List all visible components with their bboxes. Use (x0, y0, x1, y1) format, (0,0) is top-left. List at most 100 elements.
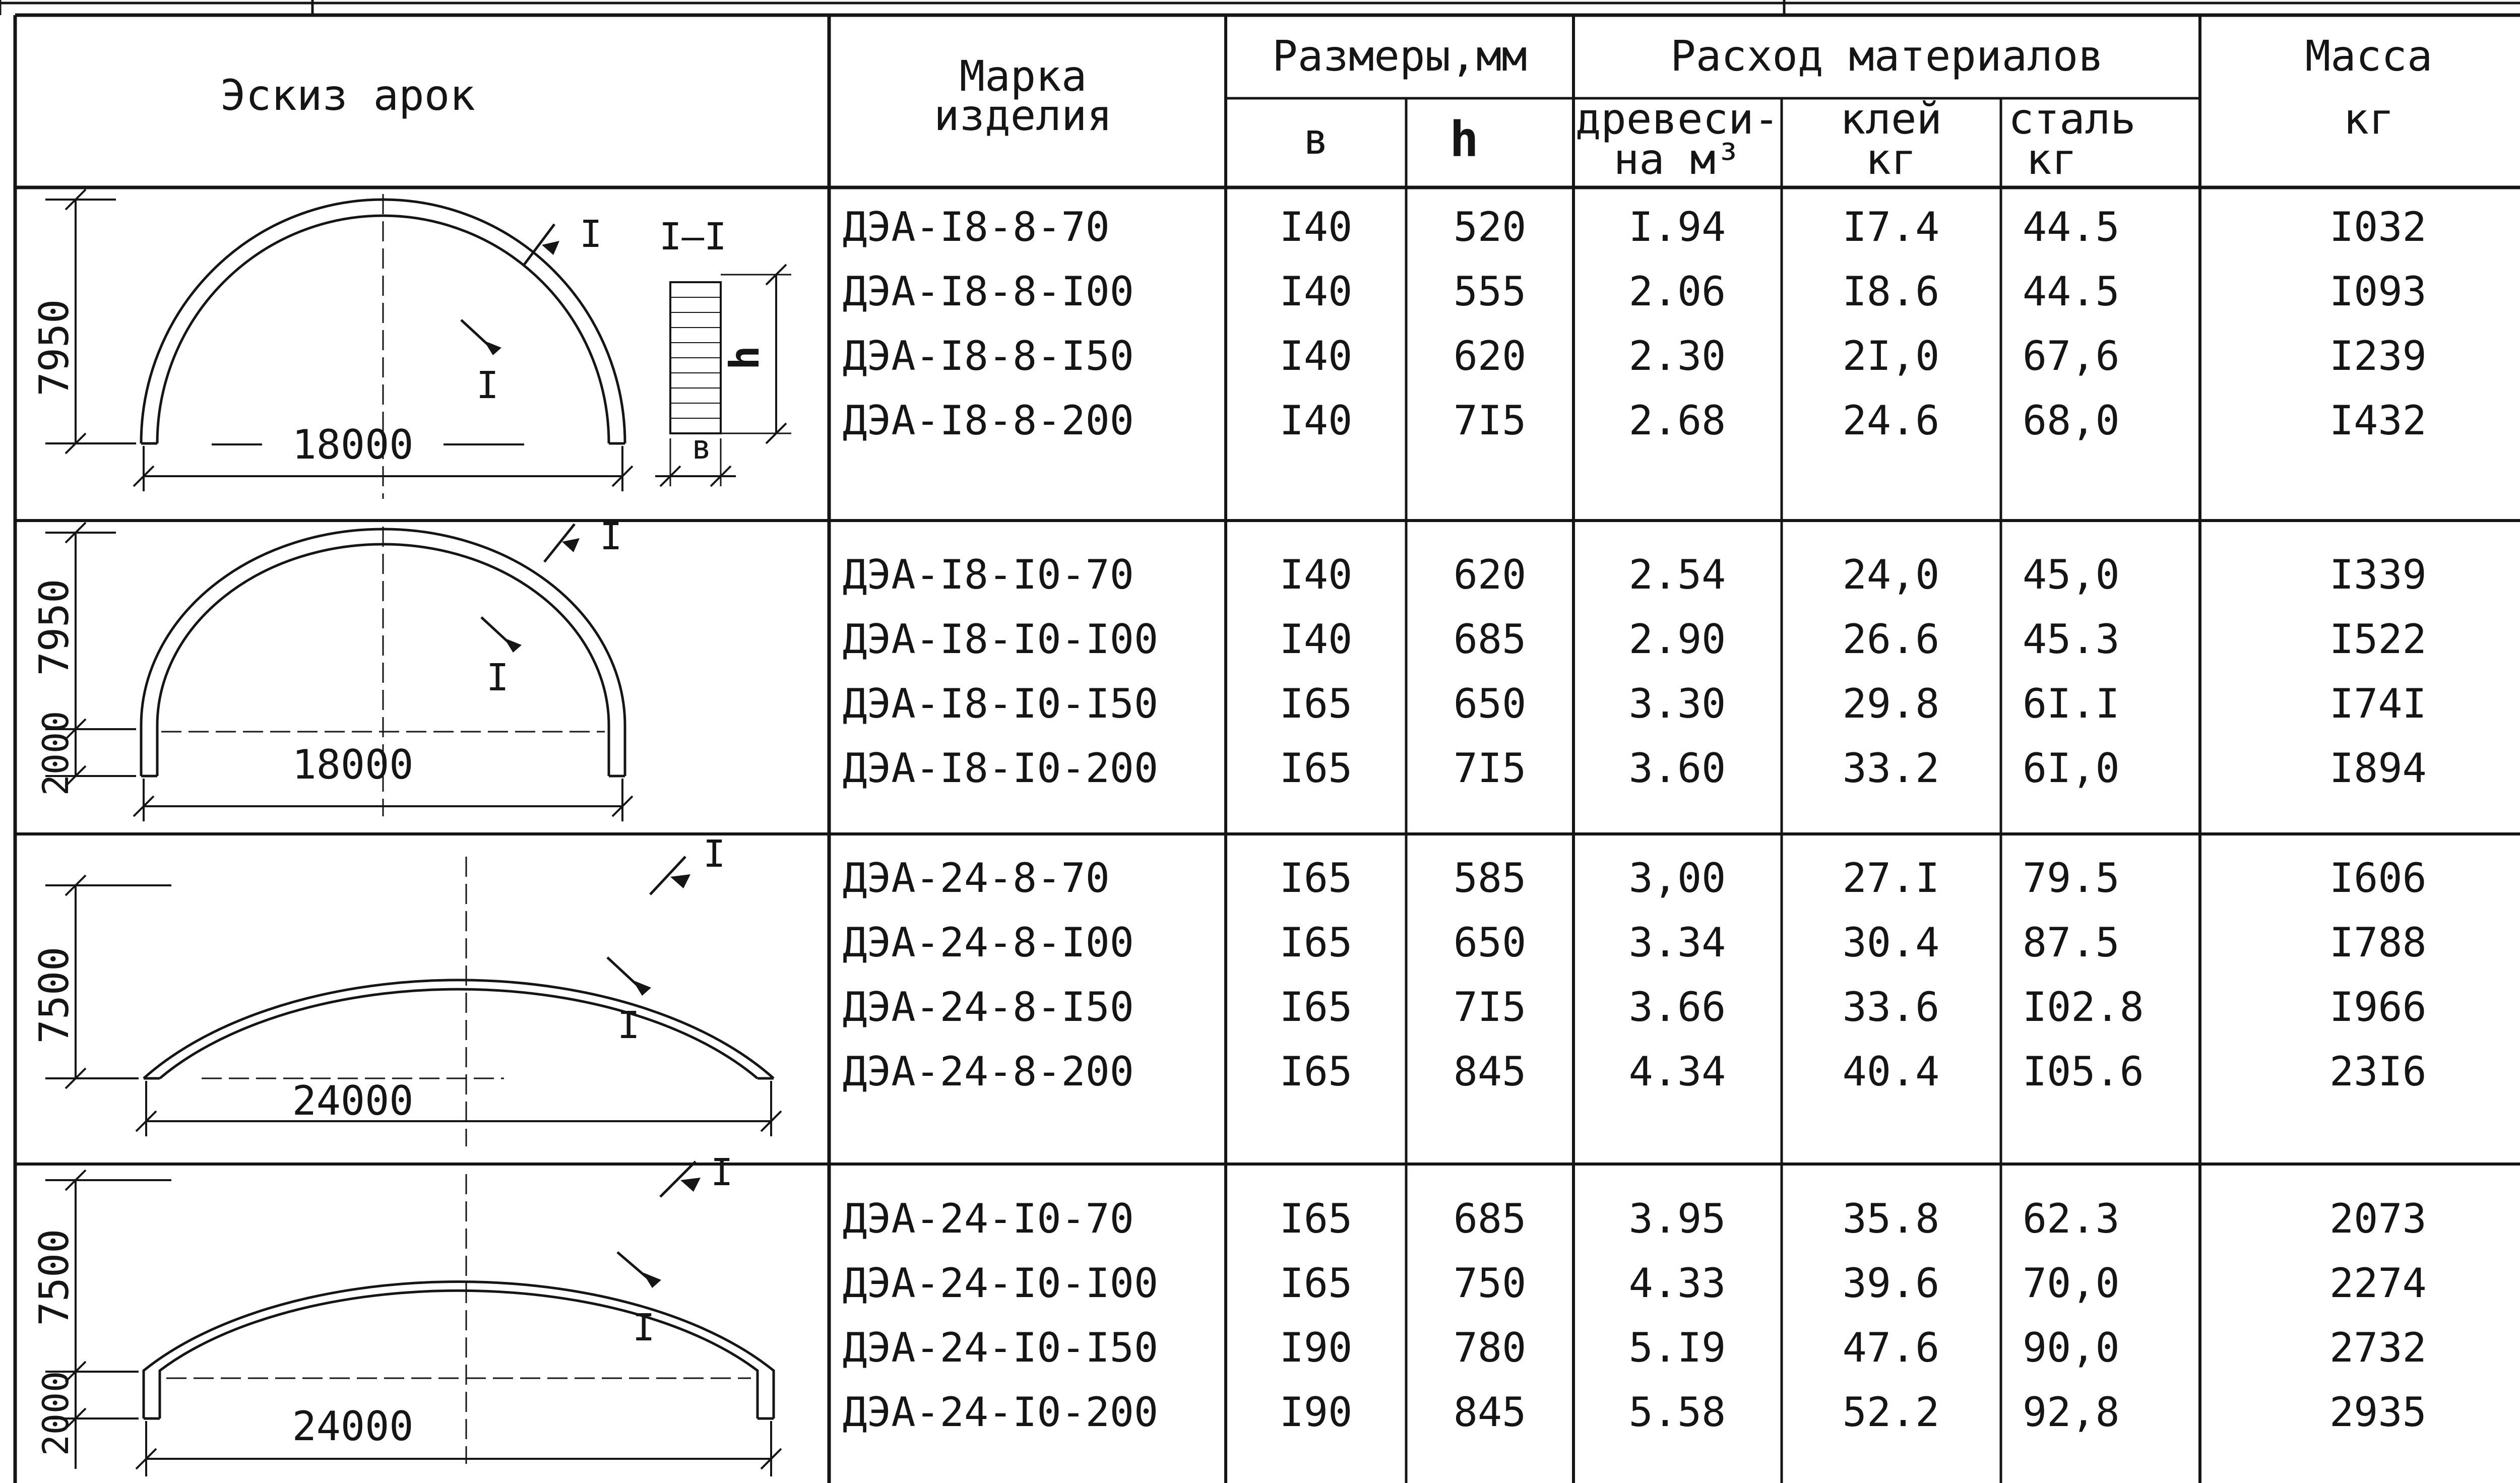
steel-cell: 67,6 (2023, 333, 2120, 379)
mark-cell: ДЭА-24-I0-I50 (843, 1324, 1158, 1371)
mark-cell: ДЭА-I8-8-I50 (843, 333, 1134, 379)
glue-cell: 35.8 (1843, 1195, 1940, 1242)
wood-cell: 3.60 (1629, 745, 1726, 792)
section-mark-label: I (711, 1151, 733, 1194)
mass-cell: I522 (2329, 616, 2427, 663)
section-cut-arrow (643, 1272, 661, 1288)
mass-cell: 2274 (2329, 1260, 2427, 1307)
header-sketch: Эскиз арок (220, 71, 475, 120)
section-mark-label: I (703, 832, 726, 876)
table-row: ДЭА-I8-8-70 I40 520 I.94 I7.4 44.5 I032 (843, 204, 2427, 250)
steel-cell: I05.6 (2023, 1048, 2144, 1095)
sketch-arch-24-10: 7500 2000 24000 I I (31, 1151, 782, 1476)
h-cell: 650 (1454, 680, 1527, 727)
h-cell: 620 (1454, 551, 1527, 598)
section-cut-arrow (562, 538, 580, 552)
steel-cell: 68,0 (2023, 397, 2120, 444)
mass-cell: I74I (2329, 680, 2427, 727)
b-cell: I40 (1280, 268, 1353, 315)
glue-cell: 33.2 (1843, 745, 1940, 792)
h-cell: 555 (1454, 268, 1527, 315)
section-mark-label: I (633, 1306, 655, 1349)
mark-cell: ДЭА-I8-I0-I50 (843, 680, 1158, 727)
h-cell: 750 (1454, 1260, 1527, 1307)
b-cell: I40 (1280, 333, 1353, 379)
b-cell: I65 (1280, 745, 1353, 792)
mass-cell: 2732 (2329, 1324, 2427, 1371)
steel-cell: 92,8 (2023, 1389, 2120, 1436)
h-cell: 620 (1454, 333, 1527, 379)
h-cell: 845 (1454, 1389, 1527, 1436)
span-dim-label: 18000 (292, 421, 414, 468)
header-mark-line2: изделия (934, 91, 1112, 140)
height-dim-label: 7950 (31, 579, 78, 676)
wall-dim-label: 2000 (35, 1371, 77, 1456)
steel-cell: 70,0 (2023, 1260, 2120, 1307)
steel-cell: 62.3 (2023, 1195, 2120, 1242)
header-mass-line2: кг (2343, 94, 2394, 144)
header-size-b: в (1303, 114, 1329, 164)
sketch-arch-18-10: 7950 2000 18000 I I (31, 515, 634, 821)
b-cell: I65 (1280, 1195, 1353, 1242)
glue-cell: 33.6 (1843, 984, 1940, 1030)
table-row: ДЭА-24-I0-I50 I90 780 5.I9 47.6 90,0 273… (843, 1324, 2427, 1371)
section-cut-arrow (484, 341, 501, 355)
steel-cell: 45,0 (2023, 551, 2120, 598)
section-mark-label: I (476, 364, 499, 407)
mass-cell: I894 (2329, 745, 2427, 792)
wood-cell: 4.34 (1629, 1048, 1726, 1095)
table-row: ДЭА-24-I0-I00 I65 750 4.33 39.6 70,0 227… (843, 1260, 2427, 1307)
wood-cell: 5.58 (1629, 1389, 1726, 1436)
wood-cell: 2.68 (1629, 397, 1726, 444)
section-mark-label: I (600, 515, 622, 558)
height-dim-label: 7950 (31, 299, 78, 397)
section-cut-arrow (542, 241, 559, 255)
h-cell: 7I5 (1454, 397, 1527, 444)
steel-cell: 44.5 (2023, 268, 2120, 315)
mark-cell: ДЭА-24-I0-70 (843, 1195, 1134, 1242)
span-dim-label: 24000 (292, 1403, 414, 1450)
header-steel-line1: сталь (2008, 94, 2136, 144)
mass-cell: 23I6 (2329, 1048, 2427, 1095)
steel-cell: I02.8 (2023, 984, 2144, 1030)
span-dim-label: 24000 (292, 1077, 414, 1124)
wood-cell: I.94 (1629, 204, 1726, 250)
glue-cell: 26.6 (1843, 616, 1940, 663)
header-materials: Расход материалов (1670, 31, 2104, 81)
wood-cell: 5.I9 (1629, 1324, 1726, 1371)
glue-cell: I7.4 (1843, 204, 1940, 250)
steel-cell: 87.5 (2023, 919, 2120, 966)
table-header: Эскиз арок Марка изделия Размеры,мм в h … (220, 31, 2432, 184)
mass-cell: I606 (2329, 855, 2427, 901)
height-dim-label: 7500 (31, 947, 78, 1044)
section-title: I–I (659, 215, 727, 259)
steel-cell: 90,0 (2023, 1324, 2120, 1371)
mark-cell: ДЭА-24-I0-200 (843, 1389, 1158, 1436)
header-glue-line1: клей (1840, 94, 1942, 144)
table-row: ДЭА-24-8-I00 I65 650 3.34 30.4 87.5 I788 (843, 919, 2427, 966)
header-glue-line2: кг (1865, 135, 1916, 184)
b-cell: I65 (1280, 1260, 1353, 1307)
section-cut-arrow (680, 1178, 701, 1192)
section-b-label: в (691, 428, 712, 467)
table-row: ДЭА-I8-I0-200 I65 7I5 3.60 33.2 6I,0 I89… (843, 745, 2427, 792)
b-cell: I65 (1280, 984, 1353, 1030)
section-cut-arrow (670, 874, 690, 888)
sketch-arch-18-8: 7950 18000 I I I–I (31, 188, 791, 499)
table-row: ДЭА-24-8-200 I65 845 4.34 40.4 I05.6 23I… (843, 1048, 2427, 1095)
steel-cell: 79.5 (2023, 855, 2120, 901)
h-cell: 7I5 (1454, 745, 1527, 792)
glue-cell: 30.4 (1843, 919, 1940, 966)
table-row: ДЭА-I8-I0-I00 I40 685 2.90 26.6 45.3 I52… (843, 616, 2427, 663)
h-cell: 685 (1454, 1195, 1527, 1242)
section-mark-label: I (580, 213, 602, 256)
table-row: ДЭА-I8-8-I50 I40 620 2.30 2I,0 67,6 I239 (843, 333, 2427, 379)
mark-cell: ДЭА-I8-8-I00 (843, 268, 1134, 315)
wood-cell: 2.30 (1629, 333, 1726, 379)
span-dim-label: 18000 (292, 741, 414, 788)
wood-cell: 3.95 (1629, 1195, 1726, 1242)
section-cut-arrow (633, 980, 651, 996)
mass-cell: 2935 (2329, 1389, 2427, 1436)
wood-cell: 3.66 (1629, 984, 1726, 1030)
wood-cell: 3.34 (1629, 919, 1726, 966)
